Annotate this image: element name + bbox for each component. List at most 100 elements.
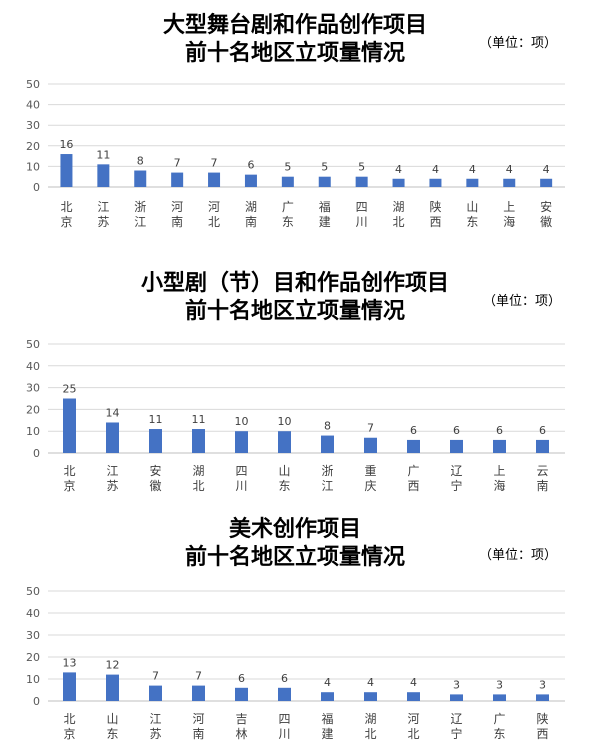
- bar: [149, 685, 162, 701]
- bar: [503, 178, 516, 187]
- data-label: 10: [235, 415, 249, 428]
- data-label: 11: [96, 148, 110, 161]
- x-category-label: 湖北: [393, 199, 405, 229]
- data-label: 6: [281, 672, 288, 685]
- data-label: 11: [149, 413, 163, 426]
- data-label: 14: [106, 406, 120, 419]
- x-category-label: 福建: [321, 711, 333, 741]
- x-category-label: 四川: [235, 464, 247, 493]
- x-category-label: 湖北: [364, 711, 376, 741]
- chart-large-stage: 大型舞台剧和作品创作项目 前十名地区立项量情况 （单位：项） 0 10 20 30 40 50 1…: [0, 0, 591, 262]
- chart-title-line-2: 前十名地区立项量情况: [185, 298, 405, 324]
- y-tick-label: 40: [26, 360, 40, 373]
- chart-title-line-1: 小型剧（节）目和作品创作项目: [141, 271, 449, 296]
- x-category-label: 上海: [493, 464, 505, 493]
- x-category-label: 湖南: [245, 199, 257, 229]
- x-category-label: 重庆: [364, 464, 376, 493]
- x-category-label: 安徽: [149, 463, 161, 493]
- y-tick-label: 50: [26, 78, 40, 91]
- y-tick-label: 50: [26, 338, 40, 351]
- bar: [450, 694, 463, 701]
- bar: [192, 429, 205, 453]
- y-tick-label: 10: [26, 160, 40, 173]
- x-category-label: 江苏: [149, 712, 161, 741]
- bar: [466, 178, 479, 187]
- bar: [106, 422, 119, 453]
- bar: [192, 685, 205, 701]
- data-label: 4: [395, 163, 402, 176]
- data-label: 7: [174, 157, 181, 170]
- bar: [450, 439, 463, 453]
- x-category-label: 北京: [63, 464, 75, 493]
- data-label: 8: [137, 155, 144, 168]
- x-category-label: 北京: [60, 200, 72, 229]
- bar: [321, 692, 334, 701]
- bar: [493, 694, 506, 701]
- y-tick-label: 30: [26, 119, 40, 132]
- bar: [429, 178, 442, 187]
- data-label: 4: [324, 676, 331, 689]
- data-label: 5: [284, 161, 291, 174]
- x-category-label: 上海: [503, 200, 515, 229]
- bar: [235, 687, 248, 701]
- bar: [106, 674, 119, 701]
- data-label: 4: [506, 163, 513, 176]
- x-category-label: 山东: [278, 464, 290, 493]
- bar: [540, 178, 553, 187]
- y-tick-label: 20: [26, 651, 40, 664]
- bar: [318, 176, 331, 187]
- x-category-label: 吉林: [235, 712, 247, 741]
- x-category-label: 江苏: [97, 200, 109, 229]
- chart-title-line-1: 美术创作项目: [229, 516, 361, 542]
- bar: [355, 176, 368, 187]
- x-category-label: 山东: [466, 200, 478, 229]
- data-label: 3: [453, 678, 460, 691]
- data-label: 3: [539, 678, 546, 691]
- x-category-label: 河南: [171, 200, 183, 229]
- bar: [235, 431, 248, 453]
- bar: [321, 435, 334, 453]
- x-category-label: 河南: [192, 712, 204, 741]
- bar: [536, 439, 549, 453]
- data-label: 16: [59, 138, 73, 151]
- chart-small-plays: 小型剧（节）目和作品创作项目 前十名地区立项量情况 （单位：项） 0 10 20 30 40 5…: [0, 262, 591, 512]
- bar: [364, 437, 377, 453]
- data-label: 6: [410, 424, 417, 437]
- data-label: 4: [543, 163, 550, 176]
- bar: [244, 174, 257, 187]
- x-category-label: 浙江: [321, 464, 333, 493]
- x-category-label: 河北: [407, 712, 419, 741]
- y-tick-label: 30: [26, 382, 40, 395]
- bar: [208, 172, 221, 187]
- chart-title-line-2: 前十名地区立项量情况: [185, 40, 405, 66]
- data-label: 7: [211, 157, 218, 170]
- bar: [364, 692, 377, 701]
- chart-title-line-1: 大型舞台剧和作品创作项目: [163, 12, 427, 38]
- y-tick-label: 20: [26, 403, 40, 416]
- data-label: 10: [278, 415, 292, 428]
- y-tick-label: 40: [26, 99, 40, 112]
- unit-label: （单位：项）: [479, 548, 557, 563]
- data-label: 5: [321, 161, 328, 174]
- data-label: 4: [469, 163, 476, 176]
- y-tick-label: 10: [26, 425, 40, 438]
- y-tick-label: 10: [26, 673, 40, 686]
- chart-fine-arts: 美术创作项目 前十名地区立项量情况 （单位：项） 0 10 20 30 40 50 13 北京 12 山…: [0, 512, 591, 750]
- x-category-label: 广西: [407, 464, 419, 493]
- bar: [171, 172, 184, 187]
- x-category-label: 山东: [106, 712, 118, 741]
- bar: [60, 154, 73, 187]
- x-category-label: 浙江: [134, 200, 146, 229]
- bar: [536, 694, 549, 701]
- x-category-label: 陕西: [429, 199, 441, 229]
- data-label: 6: [247, 159, 254, 172]
- chart-title-line-2: 前十名地区立项量情况: [185, 544, 405, 570]
- x-category-label: 湖北: [192, 463, 204, 493]
- x-category-label: 福建: [319, 199, 331, 229]
- bar: [63, 398, 76, 453]
- y-tick-label: 40: [26, 607, 40, 620]
- unit-label: （单位：项）: [479, 36, 557, 51]
